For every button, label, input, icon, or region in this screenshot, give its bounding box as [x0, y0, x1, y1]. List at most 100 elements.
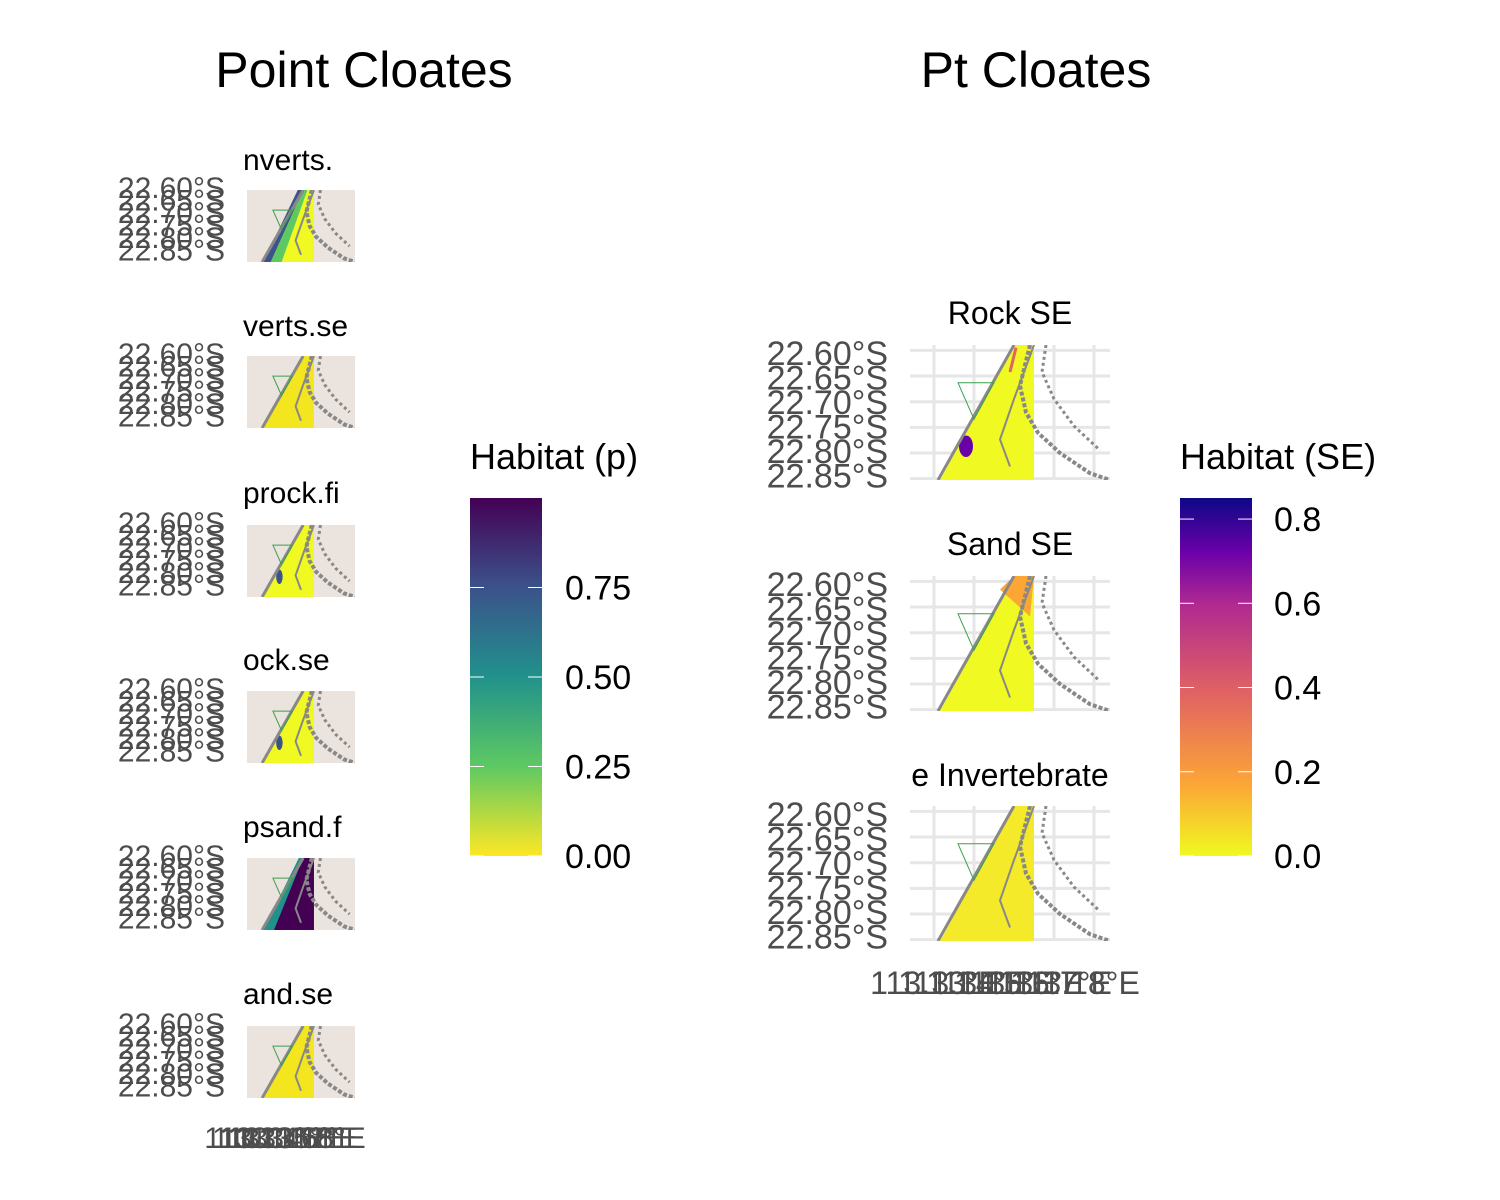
x-tick-label: 113.16°E: [954, 965, 1084, 1001]
y-tick-label: 22.75°S: [118, 711, 225, 744]
facet-strip-label: psand.f: [243, 811, 342, 844]
depth-contour: [1040, 806, 1102, 913]
y-tick-label: 22.80°S: [767, 433, 888, 471]
sanctuary-zone: [957, 613, 995, 652]
y-tick-label: 22.65°S: [118, 853, 225, 886]
habitat-raster: [1008, 347, 1018, 373]
y-tick-label: 22.70°S: [767, 845, 888, 883]
y-tick-label: 22.75°S: [118, 878, 225, 911]
right-facets: Rock SE22.60°S22.65°S22.70°S22.75°S22.80…: [767, 295, 1110, 957]
facet-panel: and.se 22.60°S22.65°S22.70°S22.75°S22.80°…: [118, 978, 355, 1104]
habitat-raster: [276, 569, 283, 585]
x-tick-label: 113.18°E: [1010, 965, 1140, 1001]
depth-contour: [998, 345, 1035, 467]
depth-contour: [294, 190, 315, 256]
facet-map: [247, 1026, 355, 1098]
y-tick-label: 22.80°S: [118, 1058, 225, 1091]
y-tick-label: 22.60°S: [118, 1008, 225, 1041]
facet-panel: nverts. 22.60°S22.65°S22.70°S22.75°S22.80…: [118, 144, 355, 268]
left-x-axis: 113.13°E113.14°E113.15°E113.16°E113.17°E…: [204, 1122, 366, 1155]
y-tick-label: 22.80°S: [767, 894, 888, 932]
habitat-raster: [959, 435, 973, 458]
habitat-raster: [940, 576, 1034, 711]
y-tick-label: 22.85°S: [118, 235, 225, 268]
y-tick-label: 22.65°S: [767, 360, 888, 398]
depth-contour: [998, 576, 1035, 698]
facet-panel: e Invertebrate 22.60°S22.65°S22.70°S22.75…: [767, 757, 1110, 957]
y-tick-label: 22.85°S: [767, 458, 888, 496]
coastline: [260, 1026, 305, 1098]
facet-map: [247, 691, 355, 763]
facet-panel: psand.f 22.60°S22.65°S22.70°S22.75°S22.80…: [118, 811, 355, 936]
coastline: [260, 190, 305, 262]
legend-tick-label: 0.6: [1274, 585, 1321, 623]
y-tick-label: 22.85°S: [767, 689, 888, 727]
coastline: [260, 858, 305, 930]
depth-contour: [1017, 345, 1110, 480]
facet-panel: prock.fi 22.60°S22.65°S22.70°S22.75°S22.8…: [118, 477, 355, 603]
y-tick-label: 22.80°S: [118, 557, 225, 590]
y-tick-label: 22.60°S: [118, 172, 225, 205]
x-tick-label: 113.15°E: [220, 1122, 342, 1155]
sanctuary-zone: [272, 877, 294, 899]
depth-contour: [1040, 345, 1102, 452]
sanctuary-zone: [957, 843, 995, 882]
x-tick-label: 113.16°E: [228, 1122, 350, 1155]
right-panel-title: Pt Cloates: [921, 42, 1152, 98]
habitat-raster: [270, 190, 308, 262]
depth-contour: [304, 1026, 355, 1098]
depth-contour: [294, 356, 315, 422]
y-tick-label: 22.80°S: [118, 388, 225, 421]
facet-map: [247, 190, 355, 262]
facet-strip-label: Rock SE: [948, 295, 1072, 331]
y-tick-label: 22.60°S: [767, 335, 888, 373]
facet-panel: Sand SE 22.60°S22.65°S22.70°S22.75°S22.80…: [767, 526, 1110, 727]
y-tick-label: 22.75°S: [118, 376, 225, 409]
facet-strip-label: Sand SE: [947, 526, 1073, 562]
legend-tick-label: 0.4: [1274, 670, 1321, 708]
depth-contour: [304, 691, 355, 763]
y-tick-label: 22.80°S: [118, 723, 225, 756]
y-tick-label: 22.60°S: [118, 507, 225, 540]
facet-panel: verts.se 22.60°S22.65°S22.70°S22.75°S22.8…: [118, 310, 355, 434]
depth-contour: [1040, 576, 1102, 683]
facet-map: [247, 525, 355, 597]
depth-contour: [316, 356, 351, 414]
y-tick-label: 22.80°S: [118, 222, 225, 255]
right-legend-title: Habitat (SE): [1180, 436, 1376, 477]
facet-strip-label: e Invertebrate: [911, 757, 1108, 793]
y-tick-label: 22.65°S: [118, 351, 225, 384]
facet-map: [910, 576, 1110, 711]
facet-strip-label: ock.se: [243, 644, 330, 677]
legend-tick-label: 0.2: [1274, 754, 1321, 792]
y-tick-label: 22.60°S: [767, 796, 888, 834]
y-tick-label: 22.75°S: [767, 640, 888, 678]
y-tick-label: 22.70°S: [118, 197, 225, 230]
y-tick-label: 22.75°S: [767, 409, 888, 447]
legend-tick-label: 0.50: [565, 659, 631, 697]
y-tick-label: 22.65°S: [118, 185, 225, 218]
coastline: [260, 356, 305, 428]
depth-contour: [316, 190, 351, 248]
x-tick-label: 113.18°E: [244, 1122, 366, 1155]
y-tick-label: 22.70°S: [767, 384, 888, 422]
depth-contour: [294, 1026, 315, 1092]
left-panel-title: Point Cloates: [215, 42, 512, 98]
depth-contour: [294, 525, 315, 591]
facet-map: [247, 356, 355, 428]
x-tick-label: 113.17°E: [982, 965, 1112, 1001]
sanctuary-zone: [272, 1045, 294, 1067]
legend-tick-label: 0.8: [1274, 501, 1321, 539]
sanctuary-zone: [272, 710, 294, 732]
y-tick-label: 22.70°S: [118, 363, 225, 396]
y-tick-label: 22.70°S: [118, 1033, 225, 1066]
facet-panel: Rock SE 22.60°S22.65°S22.70°S22.75°S22.80…: [767, 295, 1110, 496]
legend-tick-label: 0.0: [1274, 838, 1321, 876]
y-tick-label: 22.60°S: [118, 338, 225, 371]
habitat-raster: [263, 1026, 314, 1098]
y-tick-label: 22.70°S: [118, 865, 225, 898]
facet-strip-label: nverts.: [243, 144, 333, 177]
y-tick-label: 22.65°S: [118, 520, 225, 553]
depth-contour: [998, 806, 1035, 928]
